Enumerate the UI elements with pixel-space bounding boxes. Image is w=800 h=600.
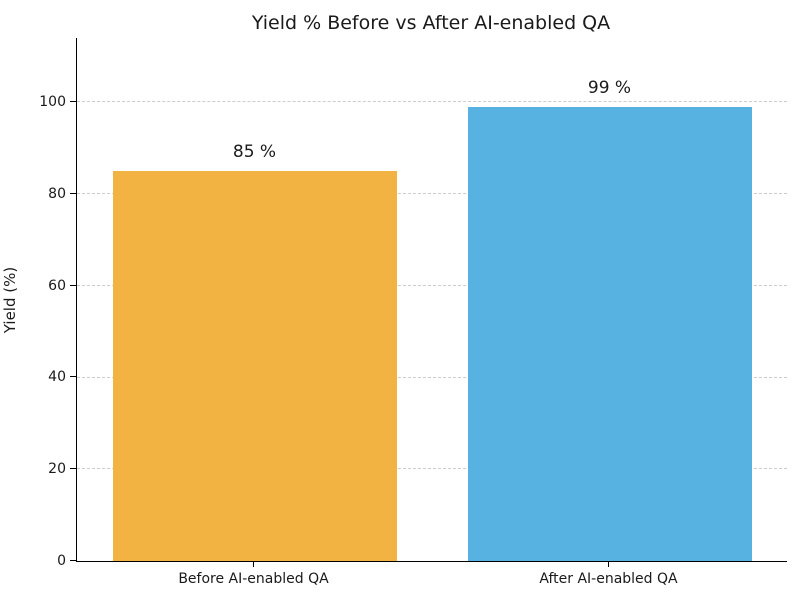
x-tick-mark <box>607 561 609 567</box>
x-tick-mark <box>252 561 254 567</box>
gridline-y20 <box>77 468 787 470</box>
bar-value-label: 99 % <box>587 77 632 98</box>
x-tick-label: Before AI-enabled QA <box>178 571 329 587</box>
x-tick-label: After AI-enabled QA <box>539 571 678 587</box>
y-tick-label: 20 <box>48 461 66 478</box>
y-tick-mark <box>70 468 76 470</box>
y-tick-mark <box>70 192 76 194</box>
bar-before-ai-enabled-qa <box>112 171 397 561</box>
y-axis-label: Yield (%) <box>1 266 19 334</box>
gridline-y40 <box>77 376 787 378</box>
gridline-y60 <box>77 284 787 286</box>
y-tick-label: 80 <box>48 185 66 202</box>
bar-value-label: 85 % <box>232 142 277 163</box>
chart-title: Yield % Before vs After AI-enabled QA <box>251 12 611 34</box>
y-tick-label: 0 <box>57 553 66 569</box>
y-tick-mark <box>70 284 76 286</box>
gridline-y80 <box>77 192 787 194</box>
y-tick-label: 40 <box>48 369 66 386</box>
y-tick-mark <box>70 560 76 561</box>
bar-after-ai-enabled-qa <box>467 106 752 561</box>
plot-area: 85 % 99 % <box>76 38 787 562</box>
y-tick-mark <box>70 376 76 378</box>
y-tick-mark <box>70 101 76 103</box>
y-tick-label: 100 <box>39 94 66 111</box>
y-tick-label: 60 <box>48 277 66 294</box>
gridline-y100 <box>77 101 787 103</box>
